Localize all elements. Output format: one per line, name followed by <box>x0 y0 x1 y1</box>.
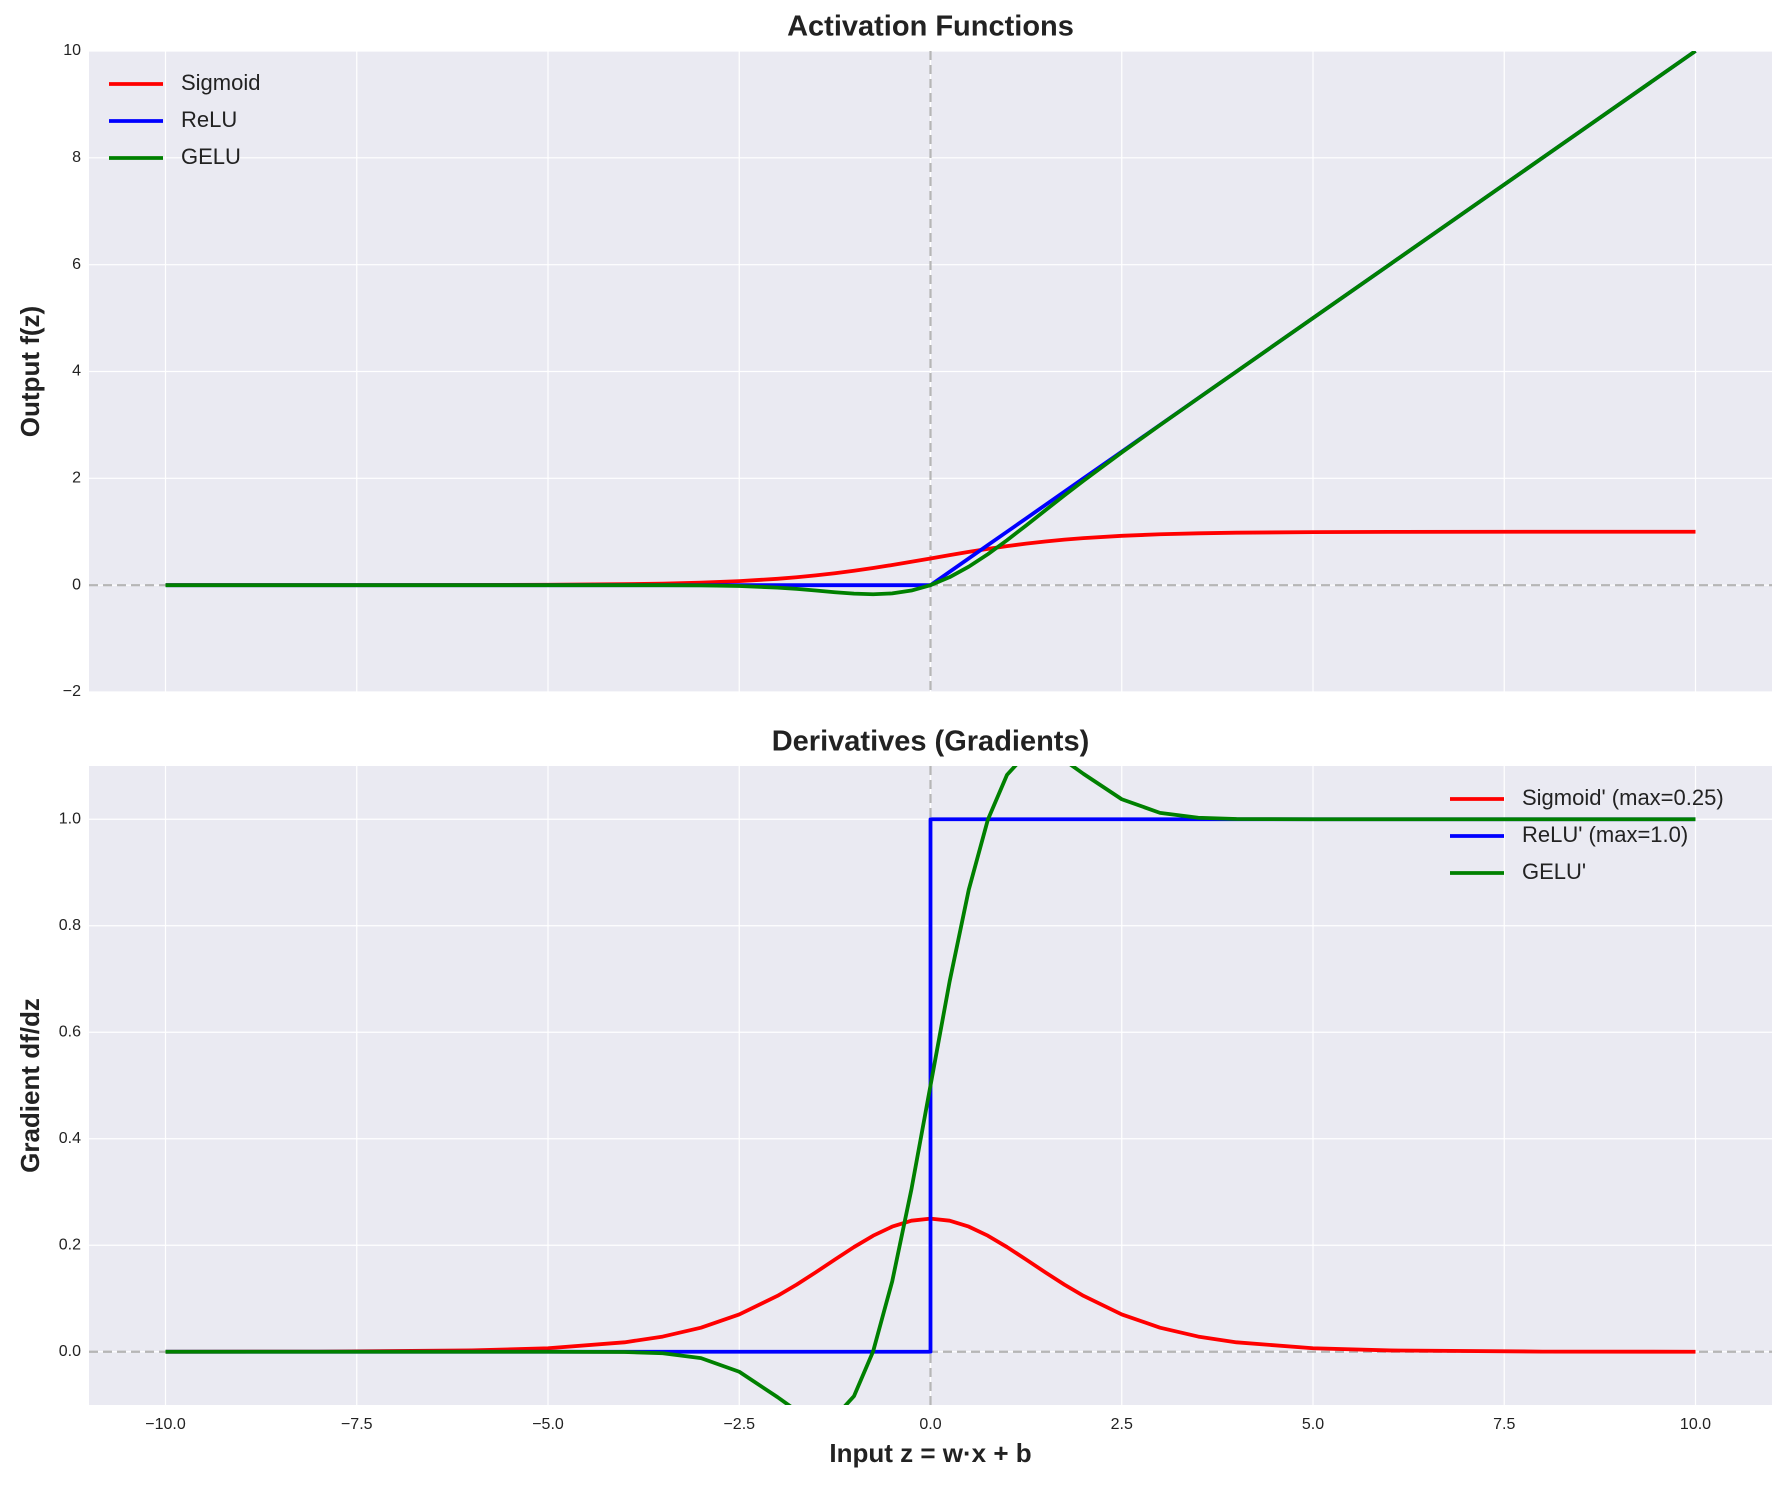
y-tick-label: 4 <box>72 363 81 380</box>
y-tick-label: 8 <box>72 149 81 166</box>
x-tick-label: 7.5 <box>1493 1416 1515 1433</box>
legend-label: GELU <box>181 144 241 169</box>
y-tick-label: 0.4 <box>59 1130 81 1147</box>
x-tick-label: 5.0 <box>1302 1416 1324 1433</box>
chart-title: Derivatives (Gradients) <box>772 726 1090 758</box>
x-axis-label: Input z = w·x + b <box>829 1438 1031 1468</box>
y-tick-label: 0.8 <box>59 917 81 934</box>
y-tick-label: 1.0 <box>59 810 81 827</box>
legend-label: ReLU' (max=1.0) <box>1522 822 1688 847</box>
x-tick-label: −7.5 <box>341 1416 373 1433</box>
legend-label: Sigmoid <box>181 70 260 95</box>
y-tick-label: 0.2 <box>59 1236 81 1253</box>
x-tick-label: 10.0 <box>1680 1416 1711 1433</box>
y-tick-label: 0 <box>72 576 81 593</box>
legend-label: Sigmoid' (max=0.25) <box>1522 785 1724 810</box>
x-tick-label: −10.0 <box>145 1416 186 1433</box>
x-tick-label: 0.0 <box>919 1416 941 1433</box>
x-tick-label: 2.5 <box>1111 1416 1133 1433</box>
y-tick-label: −2 <box>63 683 81 700</box>
legend-label: ReLU <box>181 107 237 132</box>
legend-label: GELU' <box>1522 859 1586 884</box>
plot-lines <box>165 766 1696 1405</box>
x-tick-label: −5.0 <box>532 1416 564 1433</box>
y-axis-label: Gradient df/dz <box>15 998 45 1173</box>
y-tick-label: 6 <box>72 256 81 273</box>
series-line <box>165 766 1696 1405</box>
series-line <box>165 51 1697 597</box>
y-tick-label: 0.0 <box>59 1343 81 1360</box>
x-tick-label: −2.5 <box>723 1416 755 1433</box>
y-tick-label: 2 <box>72 470 81 487</box>
plot-lines <box>165 51 1697 597</box>
y-axis-label: Output f(z) <box>15 306 45 437</box>
y-tick-label: 0.6 <box>59 1023 81 1040</box>
chart-title: Activation Functions <box>787 11 1074 43</box>
y-tick-label: 10 <box>63 42 81 59</box>
